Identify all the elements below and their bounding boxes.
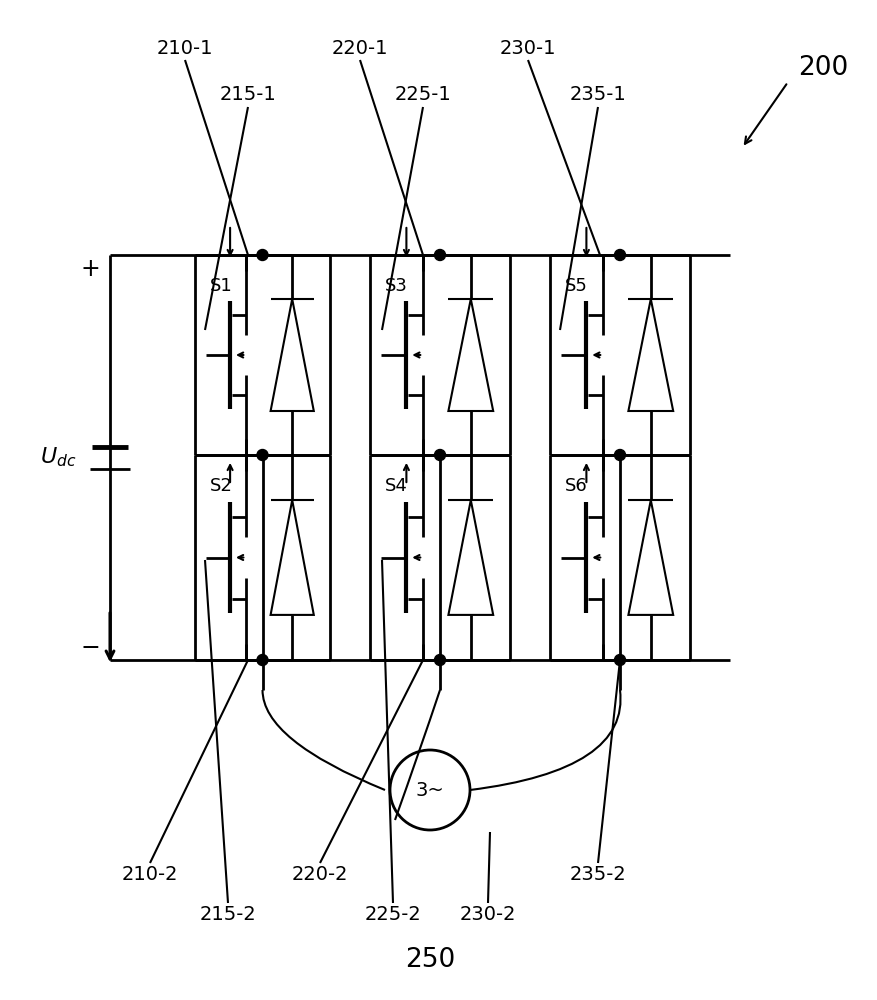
Text: 230-2: 230-2: [460, 906, 517, 924]
Text: S4: S4: [385, 477, 408, 495]
Text: 250: 250: [405, 947, 455, 973]
Text: 225-1: 225-1: [395, 86, 452, 104]
Text: +: +: [80, 257, 100, 281]
Text: S1: S1: [210, 277, 232, 295]
Text: S6: S6: [565, 477, 588, 495]
Text: −: −: [80, 636, 100, 660]
Text: S2: S2: [210, 477, 233, 495]
Circle shape: [434, 249, 446, 260]
Text: 220-2: 220-2: [292, 865, 348, 884]
Circle shape: [257, 654, 268, 666]
Text: 210-2: 210-2: [122, 865, 178, 884]
Text: $U_{dc}$: $U_{dc}$: [39, 446, 76, 469]
Text: 235-1: 235-1: [570, 86, 626, 104]
Text: 200: 200: [798, 55, 848, 81]
Text: 210-1: 210-1: [157, 38, 213, 57]
Text: S3: S3: [385, 277, 408, 295]
Text: S5: S5: [565, 277, 588, 295]
Text: 215-1: 215-1: [219, 86, 276, 104]
Text: 220-1: 220-1: [332, 38, 389, 57]
Circle shape: [615, 249, 625, 260]
Circle shape: [615, 654, 625, 666]
Text: 235-2: 235-2: [570, 865, 626, 884]
Text: 3~: 3~: [416, 780, 445, 800]
Text: 215-2: 215-2: [200, 906, 256, 924]
Circle shape: [434, 654, 446, 666]
Circle shape: [615, 450, 625, 460]
Text: 230-1: 230-1: [500, 38, 556, 57]
Circle shape: [257, 249, 268, 260]
Circle shape: [434, 450, 446, 460]
Text: 225-2: 225-2: [365, 906, 421, 924]
Circle shape: [257, 450, 268, 460]
